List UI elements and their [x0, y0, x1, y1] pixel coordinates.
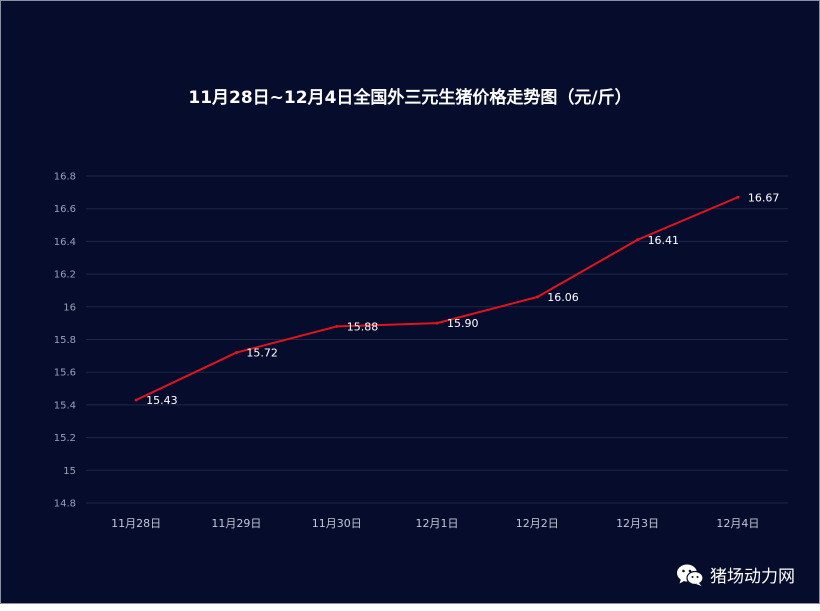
y-tick-label: 16: [63, 302, 76, 313]
y-tick-label: 14.8: [54, 499, 76, 510]
y-tick-label: 15.4: [54, 400, 76, 411]
data-point: [335, 324, 339, 328]
data-label: 15.43: [146, 394, 178, 407]
y-tick-label: 15: [63, 466, 76, 477]
y-tick-label: 16.4: [54, 237, 76, 248]
data-point: [535, 295, 539, 299]
data-point: [636, 238, 640, 242]
data-point: [234, 351, 238, 355]
wechat-icon: [677, 564, 704, 586]
x-tick-label: 12月1日: [416, 517, 459, 530]
data-point: [134, 398, 138, 402]
y-tick-label: 16.2: [54, 270, 76, 281]
watermark-text: 猪场动力网: [710, 567, 795, 587]
chart-title: 11月28日~12月4日全国外三元生猪价格走势图（元/斤）: [188, 88, 632, 108]
x-tick-label: 11月29日: [211, 517, 261, 530]
watermark: 猪场动力网: [676, 562, 795, 587]
y-tick-label: 15.2: [54, 433, 76, 444]
x-tick-label: 12月3日: [616, 517, 659, 530]
y-tick-label: 15.8: [54, 335, 76, 346]
data-label: 15.90: [447, 317, 479, 330]
data-label: 15.88: [347, 320, 379, 333]
data-point: [736, 195, 740, 199]
y-tick-label: 16.8: [54, 172, 76, 183]
data-point: [435, 321, 439, 325]
y-tick-label: 16.6: [54, 204, 76, 215]
x-tick-label: 11月30日: [312, 517, 362, 530]
data-label: 15.72: [246, 347, 278, 360]
x-tick-label: 12月2日: [516, 517, 559, 530]
y-tick-label: 15.6: [54, 368, 76, 379]
x-tick-label: 12月4日: [716, 517, 759, 530]
x-tick-label: 11月28日: [111, 517, 161, 530]
data-label: 16.06: [547, 291, 579, 304]
data-label: 16.67: [748, 191, 780, 204]
series-line: [135, 196, 739, 401]
data-label: 16.41: [648, 234, 680, 247]
